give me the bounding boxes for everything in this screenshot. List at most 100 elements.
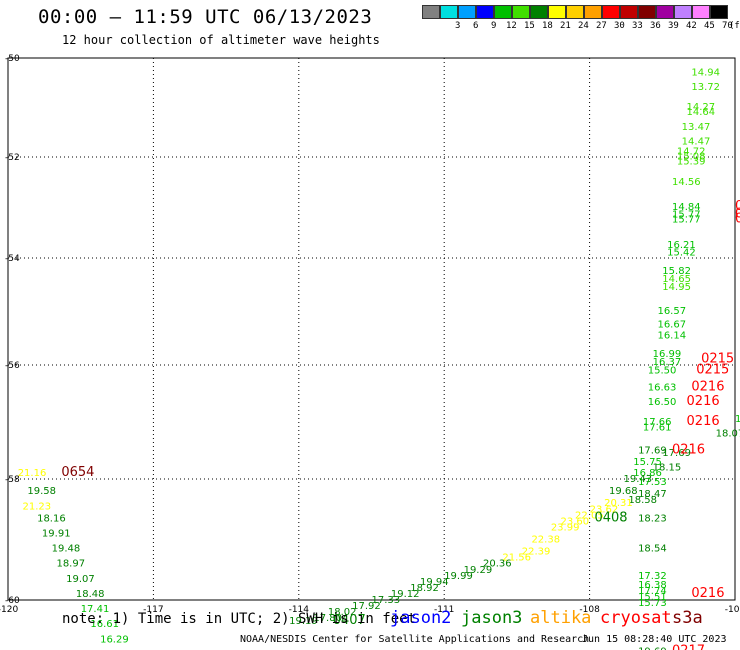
legend-swatch <box>620 5 638 19</box>
pass-time-label: 0216 <box>691 586 724 601</box>
wave-height-label: 22.05 <box>575 510 604 521</box>
wave-height-label: 17.69 <box>638 445 667 456</box>
pass-time-label: 0215 <box>735 199 740 214</box>
wave-height-label: 15.77 <box>672 210 701 221</box>
wave-height-label: 18.02 <box>328 607 357 618</box>
lon-tick-label: -114 <box>289 605 310 615</box>
legend-swatch <box>584 5 602 19</box>
wave-height-label: 17.80 <box>313 613 342 624</box>
wave-height-label: 16.99 <box>653 349 682 360</box>
lat-tick-label: -52 <box>5 153 20 163</box>
legend-label: 30 <box>614 21 625 31</box>
wave-height-label: 19.48 <box>52 544 81 555</box>
wave-height-label: 17.92 <box>352 601 381 612</box>
wave-height-label: 16.86 <box>633 468 662 479</box>
legend-label: 3 <box>455 21 461 31</box>
wave-height-label: 14.27 <box>687 102 716 113</box>
wave-height-label: 14.64 <box>687 107 716 118</box>
legend-swatch <box>512 5 530 19</box>
wave-height-label: 23.99 <box>551 522 580 533</box>
timestamp-text: Jun 15 08:28:40 UTC 2023 <box>582 634 727 645</box>
legend-swatch <box>674 5 692 19</box>
wave-height-label: 22.38 <box>531 535 560 546</box>
wave-height-label: 16.67 <box>657 320 686 331</box>
wave-height-label: 23.60 <box>561 516 590 527</box>
wave-height-label: 15.82 <box>662 266 691 277</box>
credit-text: NOAA/NESDIS Center for Satellite Applica… <box>240 634 590 645</box>
wave-height-label: 18.48 <box>76 589 105 600</box>
wave-height-label: 15.51 <box>638 592 667 603</box>
lat-tick-label: -60 <box>5 596 20 606</box>
wave-height-label: 17.32 <box>638 571 667 582</box>
wave-height-label: 14.95 <box>662 282 691 293</box>
legend-label: 21 <box>560 21 571 31</box>
legend-label: 42 <box>686 21 697 31</box>
mission-cryosat: cryosat <box>600 608 672 628</box>
legend-swatch <box>656 5 674 19</box>
wave-height-label: 16.57 <box>657 306 686 317</box>
wave-height-label: 14.84 <box>672 202 701 213</box>
legend-unit: (ft) <box>729 21 740 31</box>
legend-label: 24 <box>578 21 589 31</box>
wave-height-label: 19.69 <box>638 646 667 650</box>
wave-height-label: 19.99 <box>444 571 473 582</box>
wave-height-label: 16.21 <box>667 240 696 251</box>
wave-height-label: 18.92 <box>410 583 439 594</box>
pass-time-label: 0215 <box>696 363 729 378</box>
wave-height-label: 21.23 <box>23 501 52 512</box>
wave-height-label: 20.36 <box>483 559 512 570</box>
lon-tick-label: -117 <box>143 605 163 615</box>
legend-label: 6 <box>473 21 479 31</box>
chart-subtitle: 12 hour collection of altimeter wave hei… <box>62 33 380 47</box>
legend-label: 45 <box>704 21 715 31</box>
mission-jason2: jason2 <box>390 608 452 628</box>
lat-tick-label: -56 <box>5 361 20 371</box>
lon-tick-label: -108 <box>579 605 600 615</box>
legend-swatch <box>692 5 710 19</box>
wave-height-label: 17.33 <box>372 595 401 606</box>
wave-height-label: 17.74 <box>638 586 667 597</box>
legend-label: 39 <box>668 21 679 31</box>
wave-height-label: 18.97 <box>56 559 85 570</box>
legend-label: 9 <box>491 21 497 31</box>
wave-height-label: 14.65 <box>662 274 691 285</box>
wave-height-label: 15.42 <box>667 247 696 258</box>
legend-swatch <box>710 5 728 19</box>
wave-height-label: 22.39 <box>522 547 551 558</box>
chart-title: 00:00 – 11:59 UTC 06/13/2023 <box>38 6 373 28</box>
legend-swatch <box>602 5 620 19</box>
legend-label: 12 <box>506 21 517 31</box>
wave-height-label: 15.73 <box>638 598 667 609</box>
wave-height-label: 18.47 <box>638 489 667 500</box>
wave-height-label: 21.56 <box>502 553 531 564</box>
lat-tick-label: -54 <box>5 254 20 264</box>
lon-tick-label: -105 <box>725 605 740 615</box>
pass-time-label: 0215 <box>735 207 740 222</box>
footnote: note: 1) Time is in UTC; 2) SWH is in fe… <box>62 611 417 627</box>
wave-height-label: 15.77 <box>672 215 701 226</box>
wave-height-label: 18.54 <box>638 544 667 555</box>
pass-time-label: 0215 <box>735 212 740 227</box>
map-frame <box>7 57 736 601</box>
pass-time-label: 0407 <box>333 613 366 628</box>
wave-height-label: 17.69 <box>662 448 691 459</box>
legend-swatch <box>458 5 476 19</box>
pass-time-label: 0216 <box>687 394 720 409</box>
wave-height-label: 18.58 <box>628 495 657 506</box>
wave-height-label: 19.68 <box>609 486 638 497</box>
legend-label: 27 <box>596 21 607 31</box>
pass-time-label: 0215 <box>701 351 734 366</box>
wave-height-label: 19.12 <box>391 589 420 600</box>
pass-time-label: 0216 <box>672 442 705 457</box>
lon-tick-label: -120 <box>0 605 18 615</box>
wave-height-label: 15.75 <box>633 457 662 468</box>
legend-label: 36 <box>650 21 661 31</box>
legend-label: 15 <box>524 21 535 31</box>
legend-swatch <box>638 5 656 19</box>
legend-swatch <box>476 5 494 19</box>
wave-height-label: 16.63 <box>648 383 677 394</box>
wave-height-label: 18.16 <box>37 513 66 524</box>
color-legend <box>422 5 728 19</box>
